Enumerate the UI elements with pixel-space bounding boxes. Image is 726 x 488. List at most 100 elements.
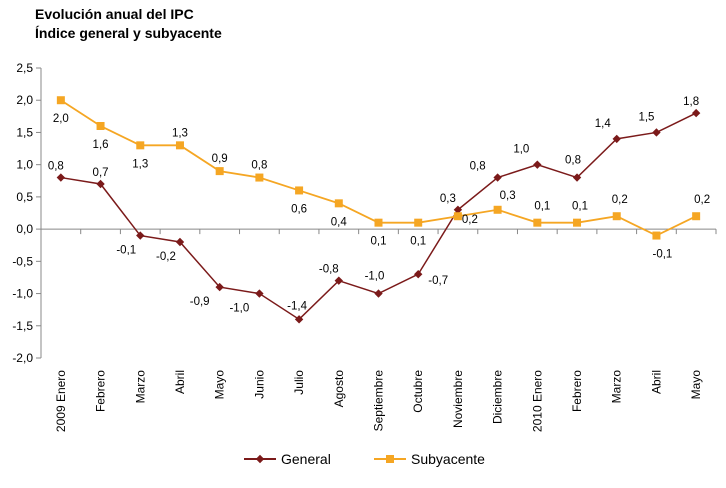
data-point-general xyxy=(572,173,582,182)
legend-label-subyacente: Subyacente xyxy=(411,451,485,467)
data-label-subyacente: 1,3 xyxy=(132,158,148,170)
data-label-subyacente: 0,9 xyxy=(212,153,228,165)
data-label-general: 1,0 xyxy=(513,144,529,156)
data-point-general xyxy=(533,160,542,169)
data-point-subyacente xyxy=(533,218,542,227)
data-point-subyacente xyxy=(453,212,462,221)
x-tick-label: 2009 Enero xyxy=(54,370,68,432)
x-tick-label: Julio xyxy=(292,370,306,395)
data-label-general: -0,2 xyxy=(156,251,176,263)
chart-title: Evolución anual del IPC xyxy=(35,6,194,22)
data-label-general: 0,8 xyxy=(470,161,486,173)
y-tick-label: -2,0 xyxy=(12,351,33,365)
data-point-subyacente xyxy=(414,218,423,227)
data-point-general xyxy=(453,205,463,214)
data-label-general: -0,1 xyxy=(116,245,136,257)
data-label-subyacente: 0,2 xyxy=(462,214,478,226)
data-label-subyacente: 2,0 xyxy=(53,113,69,125)
y-tick-label: -1,0 xyxy=(12,287,33,301)
data-point-general xyxy=(691,108,701,118)
data-label-subyacente: 1,6 xyxy=(93,139,109,151)
data-point-subyacente xyxy=(96,122,105,130)
data-label-subyacente: 0,2 xyxy=(612,194,628,206)
data-label-general: -0,8 xyxy=(319,264,339,276)
x-tick-label: Febrero xyxy=(94,370,108,412)
data-label-subyacente: 0,2 xyxy=(694,194,710,206)
data-point-subyacente xyxy=(334,199,343,208)
series-line-general xyxy=(60,112,697,321)
data-point-subyacente xyxy=(573,218,582,227)
data-point-subyacente xyxy=(215,167,224,176)
data-label-subyacente: 0,4 xyxy=(331,216,348,228)
x-tick-label: Agosto xyxy=(332,370,346,408)
data-point-general xyxy=(56,173,66,182)
data-label-general: 0,8 xyxy=(565,155,581,167)
y-tick-label: 1,0 xyxy=(16,158,33,172)
data-point-general xyxy=(652,128,661,137)
y-tick-label: 0,5 xyxy=(16,190,33,204)
data-label-subyacente: 0,1 xyxy=(410,236,426,248)
data-label-subyacente: 0,3 xyxy=(500,190,516,202)
legend-marker-general xyxy=(255,454,265,464)
data-label-subyacente: 0,8 xyxy=(251,160,267,172)
data-point-subyacente xyxy=(136,141,145,150)
data-point-general xyxy=(612,134,621,144)
data-point-subyacente xyxy=(612,212,621,221)
x-tick-label: Abril xyxy=(173,370,187,394)
data-label-general: 0,8 xyxy=(48,161,64,173)
x-tick-label: Diciembre xyxy=(491,370,505,424)
legend-marker-subyacente xyxy=(386,455,394,463)
data-point-general xyxy=(215,282,224,292)
data-label-subyacente: 0,1 xyxy=(572,201,588,213)
y-tick-label: -1,5 xyxy=(12,319,33,333)
data-point-general xyxy=(175,237,185,247)
x-tick-label: Mayo xyxy=(689,370,703,400)
y-tick-label: 2,0 xyxy=(16,93,33,107)
data-label-general: 0,3 xyxy=(440,193,456,205)
x-tick-label: Septiembre xyxy=(372,370,386,432)
y-tick-label: -0,5 xyxy=(12,254,33,268)
data-label-subyacente: 0,1 xyxy=(371,236,387,248)
x-tick-label: Abril xyxy=(649,370,663,394)
data-point-general xyxy=(414,270,423,279)
data-label-subyacente: -0,1 xyxy=(653,249,673,261)
data-point-general xyxy=(493,173,502,182)
data-label-subyacente: 0,6 xyxy=(291,203,307,215)
data-point-subyacente xyxy=(692,212,701,221)
data-label-subyacente: 0,1 xyxy=(534,201,550,213)
data-point-general xyxy=(374,289,383,298)
data-label-general: -0,7 xyxy=(428,275,448,287)
legend-label-general: General xyxy=(281,451,331,467)
data-point-general xyxy=(334,276,343,285)
data-label-general: 1,8 xyxy=(683,96,699,108)
data-point-subyacente xyxy=(374,218,383,227)
data-label-general: 0,7 xyxy=(93,167,109,179)
data-point-subyacente xyxy=(652,231,661,240)
x-tick-label: Febrero xyxy=(570,370,584,412)
data-point-general xyxy=(294,315,304,324)
data-point-general xyxy=(255,289,264,298)
x-tick-label: Mayo xyxy=(213,370,227,400)
y-tick-label: 0,0 xyxy=(16,222,33,236)
data-label-subyacente: 1,3 xyxy=(172,127,188,139)
x-tick-label: Marzo xyxy=(610,370,624,404)
y-tick-label: 2,5 xyxy=(16,61,33,75)
x-tick-label: Noviembre xyxy=(451,370,465,428)
data-label-general: 1,4 xyxy=(595,118,612,130)
data-label-general: -0,9 xyxy=(190,296,210,308)
data-point-subyacente xyxy=(255,173,264,182)
data-point-subyacente xyxy=(493,205,502,214)
data-point-subyacente xyxy=(295,186,304,195)
x-tick-label: Junio xyxy=(252,370,266,399)
data-point-subyacente xyxy=(175,141,184,150)
data-point-general xyxy=(136,231,145,240)
data-point-subyacente xyxy=(56,96,65,105)
y-tick-label: 1,5 xyxy=(16,125,33,139)
x-tick-label: 2010 Enero xyxy=(530,370,544,432)
data-point-general xyxy=(96,179,105,189)
x-tick-label: Octubre xyxy=(411,370,425,413)
data-label-general: -1,0 xyxy=(365,271,385,283)
data-label-general: -1,4 xyxy=(287,300,307,312)
data-label-general: 1,5 xyxy=(638,111,654,123)
